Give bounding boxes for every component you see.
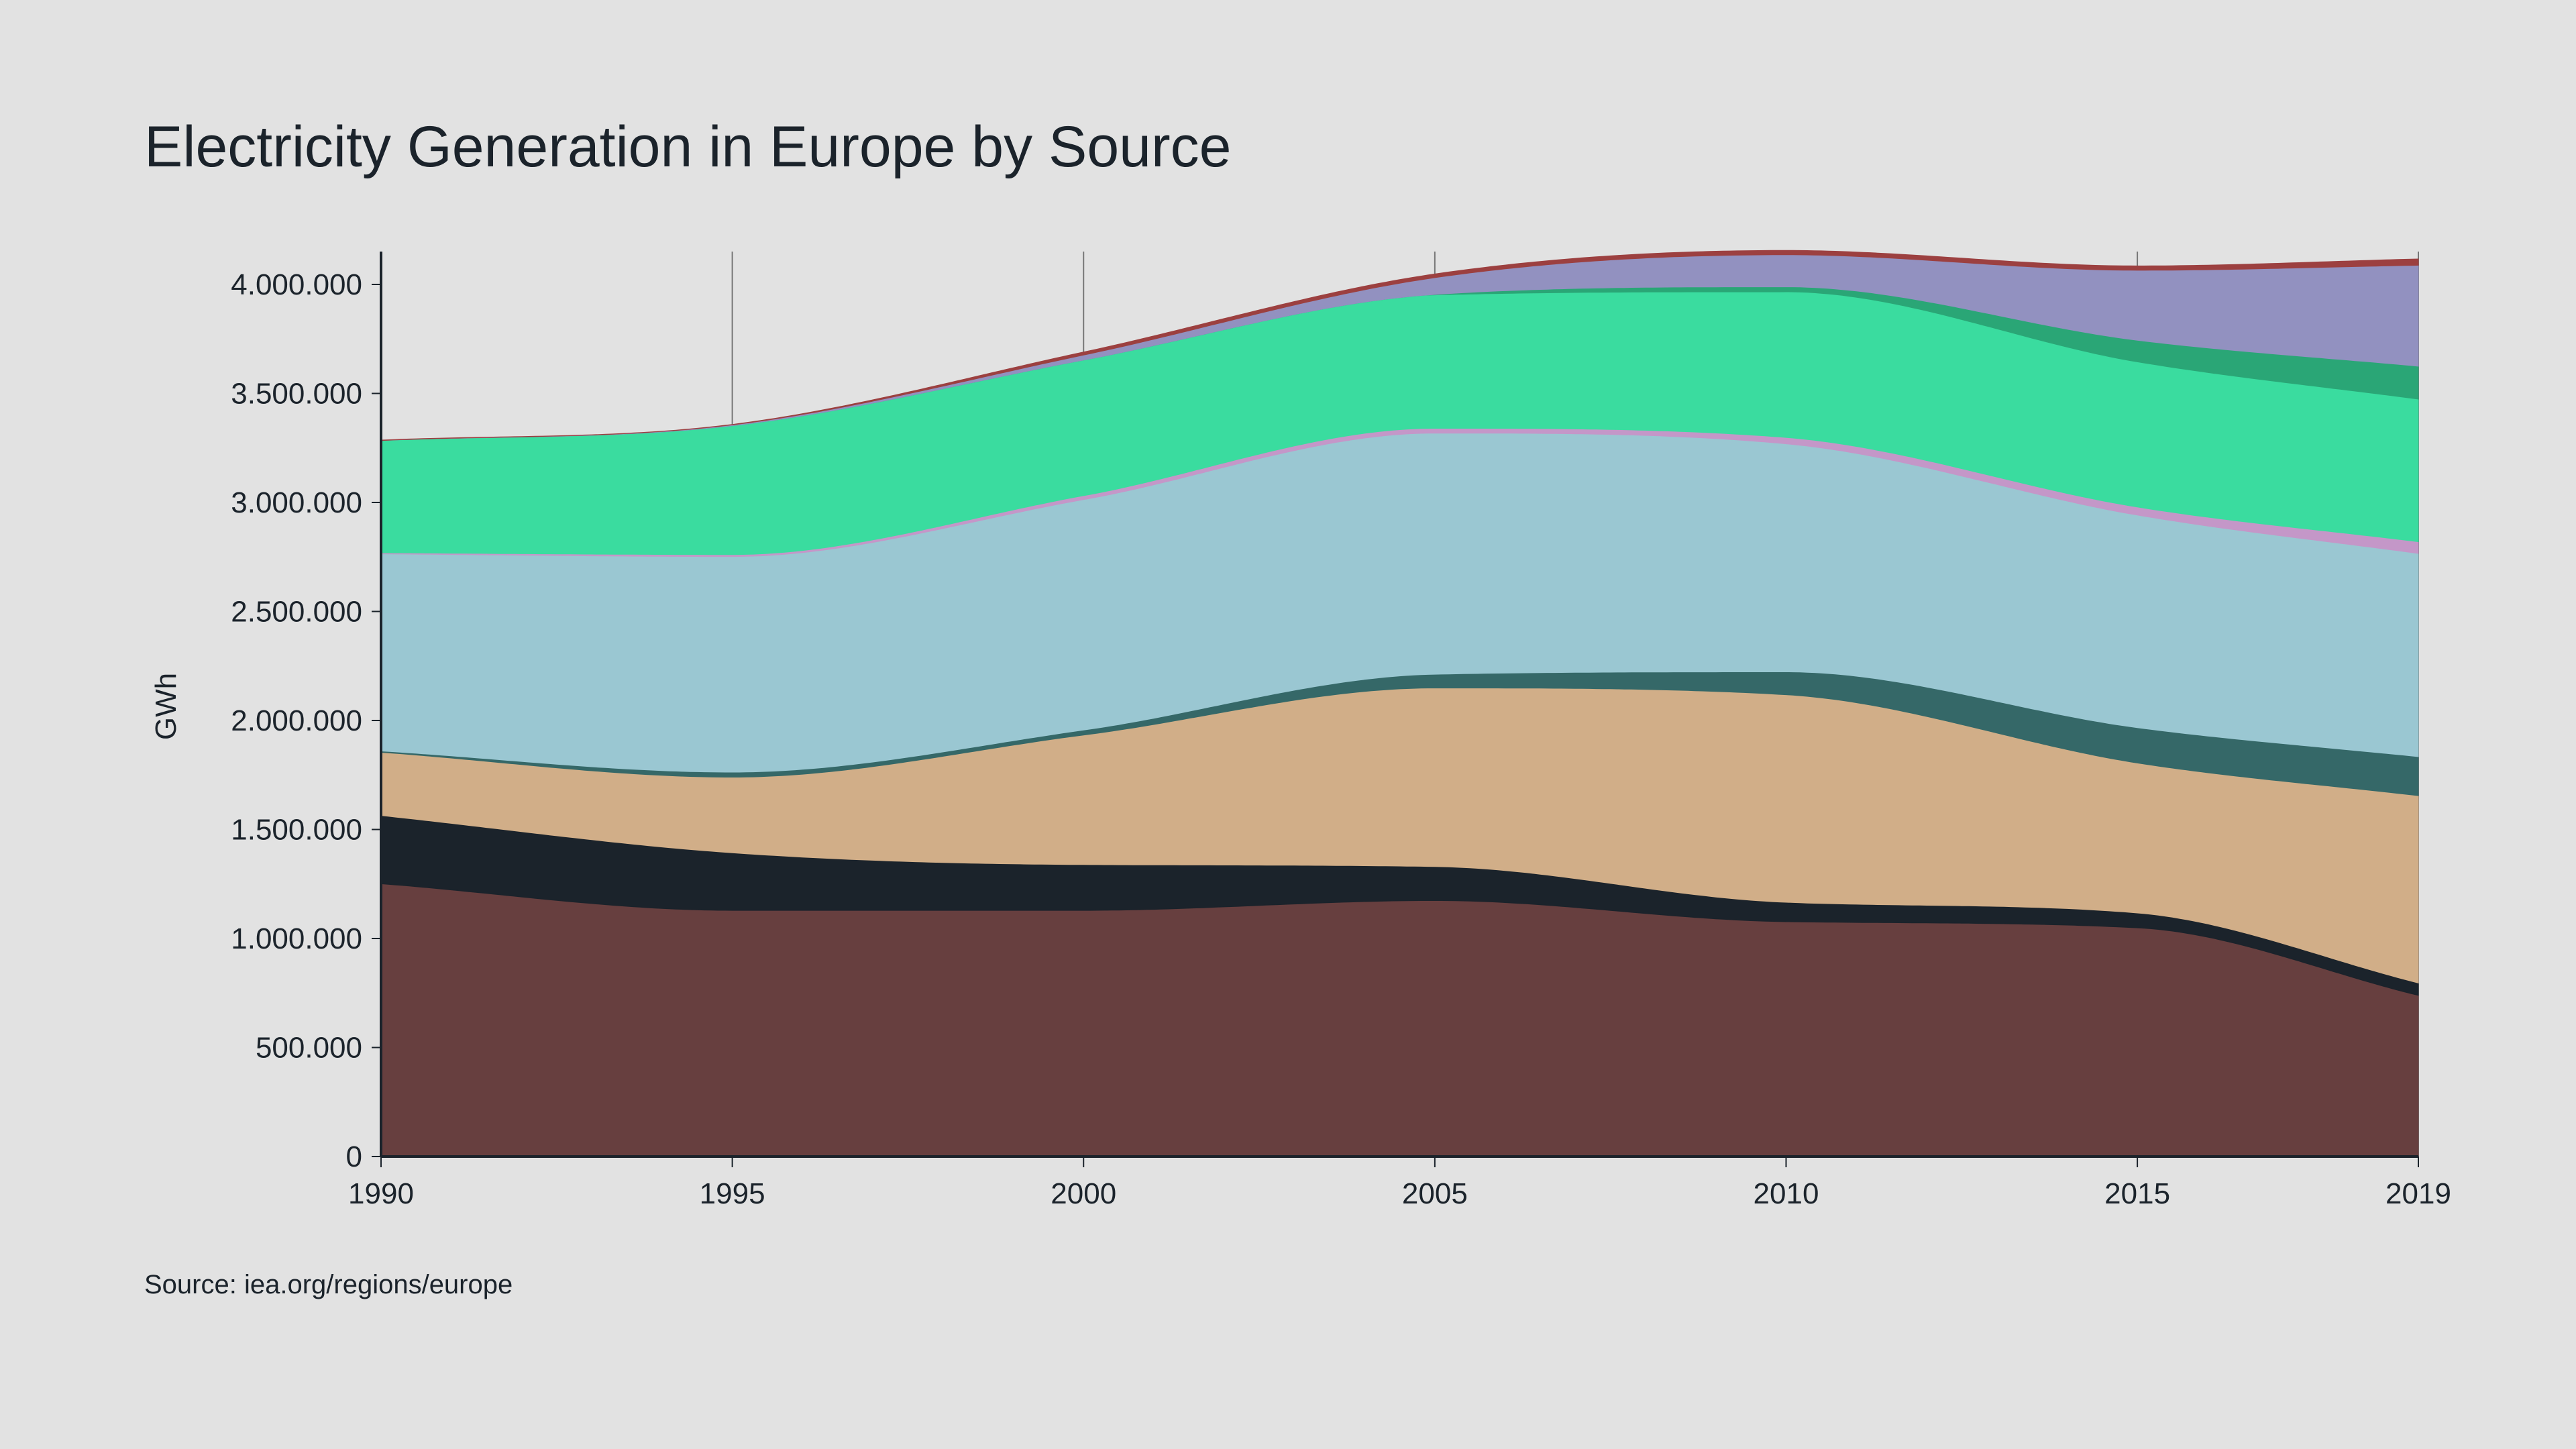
- x-tick-label: 1990: [348, 1177, 414, 1210]
- x-tick-label: 1995: [700, 1177, 765, 1210]
- axes: [380, 252, 2418, 1158]
- y-axis-label: GWh: [150, 673, 182, 740]
- y-tick-label: 500.000: [256, 1032, 362, 1065]
- y-tick-label: 4.000.000: [231, 268, 362, 301]
- x-tick-label: 2005: [1402, 1177, 1468, 1210]
- x-tick-label: 2000: [1051, 1177, 1116, 1210]
- y-axis-ticks: 0 500.000 1.000.000 1.500.000 2.000.000 2.500…: [231, 268, 381, 1173]
- x-tick-label: 2010: [1754, 1177, 1819, 1210]
- y-tick-label: 2.000.000: [231, 704, 362, 737]
- y-tick-label: 3.000.000: [231, 486, 362, 519]
- area-series-10: [380, 250, 2419, 441]
- x-tick-label: 2019: [2385, 1177, 2451, 1210]
- x-axis-ticks: 1990 1995 2000 2005 2010 2015 2019: [348, 1157, 2451, 1210]
- y-tick-label: 1.500.000: [231, 814, 362, 847]
- y-tick-label: 2.500.000: [231, 596, 362, 629]
- x-tick-label: 2015: [2104, 1177, 2170, 1210]
- y-tick-label: 0: [346, 1140, 362, 1173]
- chart-title: Electricity Generation in Europe by Sour…: [144, 115, 1231, 179]
- y-tick-label: 1.000.000: [231, 922, 362, 955]
- stacked-areas: [380, 250, 2419, 1157]
- y-tick-label: 3.500.000: [231, 378, 362, 411]
- source-note: Source: iea.org/regions/europe: [144, 1270, 513, 1299]
